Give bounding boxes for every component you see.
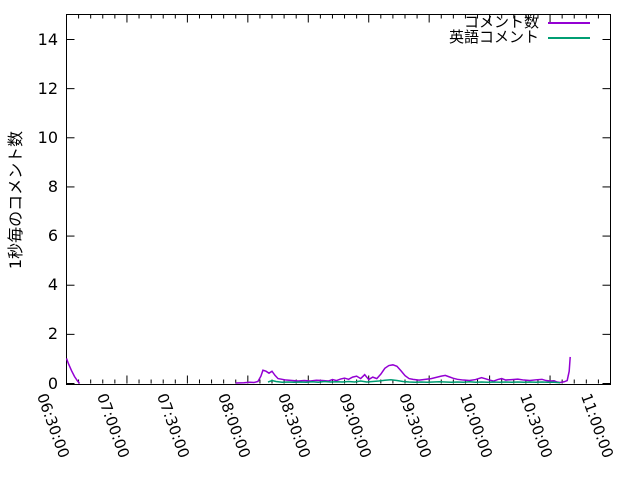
- x-tick-label: 08:00:00: [213, 391, 254, 461]
- series-line: [235, 356, 571, 384]
- y-tick-label: 10: [37, 127, 58, 147]
- series-line: [66, 358, 81, 384]
- x-tick-label: 07:30:00: [153, 391, 194, 461]
- y-tick-label: 0: [47, 373, 58, 393]
- y-tick-label: 12: [37, 78, 58, 98]
- plot-area: [66, 14, 611, 385]
- y-axis-title: 1秒毎のコメント数: [6, 130, 25, 270]
- legend-item-comments: コメント数: [449, 15, 590, 30]
- y-tick-label: 14: [37, 29, 58, 49]
- y-tick-label: 4: [47, 275, 58, 295]
- legend-line-sample: [548, 21, 590, 24]
- x-tick-label: 09:00:00: [334, 391, 375, 461]
- x-tick-label: 07:00:00: [93, 391, 133, 461]
- x-tick-label: 08:30:00: [274, 391, 315, 461]
- x-tick-label: 09:30:00: [395, 391, 436, 461]
- y-tick-label: 8: [47, 176, 58, 196]
- y-tick-label: 2: [47, 324, 58, 344]
- y-tick-label: 6: [47, 226, 58, 246]
- series-line: [267, 379, 561, 384]
- x-tick-label: 10:30:00: [516, 391, 557, 461]
- legend-item-english-comments: 英語コメント: [449, 30, 590, 45]
- legend-line-sample: [548, 36, 590, 39]
- legend: コメント数 英語コメント: [449, 15, 590, 45]
- x-tick-label: 11:00:00: [576, 391, 617, 461]
- x-tick-label: 06:30:00: [32, 391, 73, 461]
- legend-label: コメント数: [463, 13, 539, 31]
- x-tick-label: 10:00:00: [455, 391, 496, 461]
- legend-label: 英語コメント: [448, 28, 539, 46]
